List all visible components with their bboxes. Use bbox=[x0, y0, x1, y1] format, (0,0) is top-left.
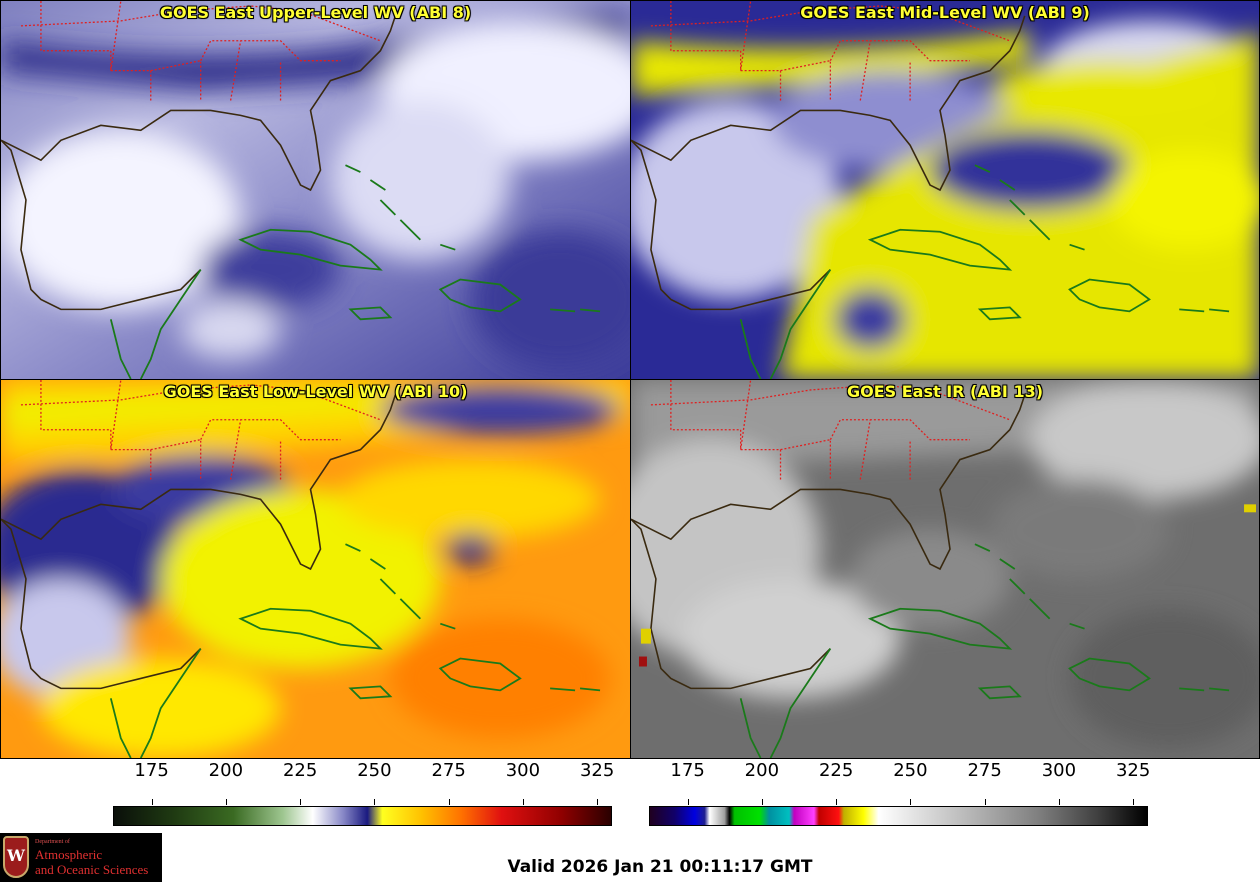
logo-line2: and Oceanic Sciences bbox=[35, 862, 149, 877]
colorbar-tick-mark bbox=[687, 799, 689, 805]
colorbar-tick-mark bbox=[1133, 799, 1135, 805]
ir-image bbox=[631, 380, 1259, 758]
colorbar-tick-label: 200 bbox=[208, 760, 244, 781]
uw-seal-icon: W bbox=[3, 836, 29, 878]
ir-colorbar-ticks: 175 200 225 250 275 300 325 bbox=[649, 760, 1151, 805]
aos-logo: W Department of Atmospheric and Oceanic … bbox=[0, 833, 162, 882]
logo-dept-text: Department of bbox=[35, 839, 70, 845]
colorbar-tick-mark bbox=[522, 799, 524, 805]
ir-colorbar-gradient bbox=[649, 806, 1148, 826]
wv-colorbar-ticks: 175 200 225 250 275 300 325 bbox=[113, 760, 615, 805]
colorbar-tick-label: 250 bbox=[893, 760, 928, 781]
colorbar-tick-mark bbox=[984, 799, 986, 805]
colorbar-tick-label: 225 bbox=[818, 760, 854, 781]
colorbar-tick-label: 225 bbox=[282, 760, 318, 781]
colorbar-tick-label: 300 bbox=[505, 760, 541, 781]
colorbar-tick-label: 325 bbox=[579, 760, 615, 781]
colorbar-tick-label: 175 bbox=[670, 760, 705, 781]
colorbar-tick-label: 325 bbox=[1115, 760, 1151, 781]
colorbar-tick-mark bbox=[448, 799, 450, 805]
ir-panel: GOES East IR (ABI 13) bbox=[630, 379, 1260, 759]
colorbar-tick-mark bbox=[761, 799, 763, 805]
upper-level-wv-title: GOES East Upper-Level WV (ABI 8) bbox=[159, 3, 472, 22]
mid-level-wv-panel: GOES East Mid-Level WV (ABI 9) bbox=[630, 0, 1260, 380]
colorbar-tick-label: 275 bbox=[431, 760, 466, 781]
mid-level-wv-title: GOES East Mid-Level WV (ABI 9) bbox=[800, 3, 1090, 22]
colorbar-tick-label: 300 bbox=[1041, 760, 1077, 781]
logo-line1: Atmospheric bbox=[35, 847, 103, 862]
colorbar-tick-label: 175 bbox=[134, 760, 169, 781]
ir-title: GOES East IR (ABI 13) bbox=[846, 382, 1044, 401]
valid-time: Valid 2026 Jan 21 00:11:17 GMT bbox=[507, 857, 813, 877]
wv-colorbar: 175 200 225 250 275 300 325 bbox=[113, 760, 615, 830]
colorbar-tick-label: 275 bbox=[967, 760, 1002, 781]
colorbar-tick-mark bbox=[836, 799, 838, 805]
ir-colorbar: 175 200 225 250 275 300 325 bbox=[649, 760, 1151, 830]
colorbar-tick-mark bbox=[300, 799, 302, 805]
colorbar-tick-mark bbox=[225, 799, 227, 805]
mid-level-wv-image bbox=[631, 1, 1259, 379]
colorbar-tick-mark bbox=[1058, 799, 1060, 805]
wv-colorbar-gradient bbox=[113, 806, 612, 826]
low-level-wv-panel: GOES East Low-Level WV (ABI 10) bbox=[0, 379, 631, 759]
colorbar-tick-mark bbox=[151, 799, 153, 805]
low-level-wv-title: GOES East Low-Level WV (ABI 10) bbox=[163, 382, 468, 401]
colorbar-tick-label: 200 bbox=[744, 760, 780, 781]
upper-level-wv-panel: GOES East Upper-Level WV (ABI 8) bbox=[0, 0, 631, 380]
low-level-wv-image bbox=[1, 380, 630, 758]
colorbar-tick-label: 250 bbox=[357, 760, 392, 781]
colorbar-tick-mark bbox=[910, 799, 912, 805]
colorbar-tick-mark bbox=[597, 799, 599, 805]
colorbar-tick-mark bbox=[374, 799, 376, 805]
upper-level-wv-image bbox=[1, 1, 630, 379]
